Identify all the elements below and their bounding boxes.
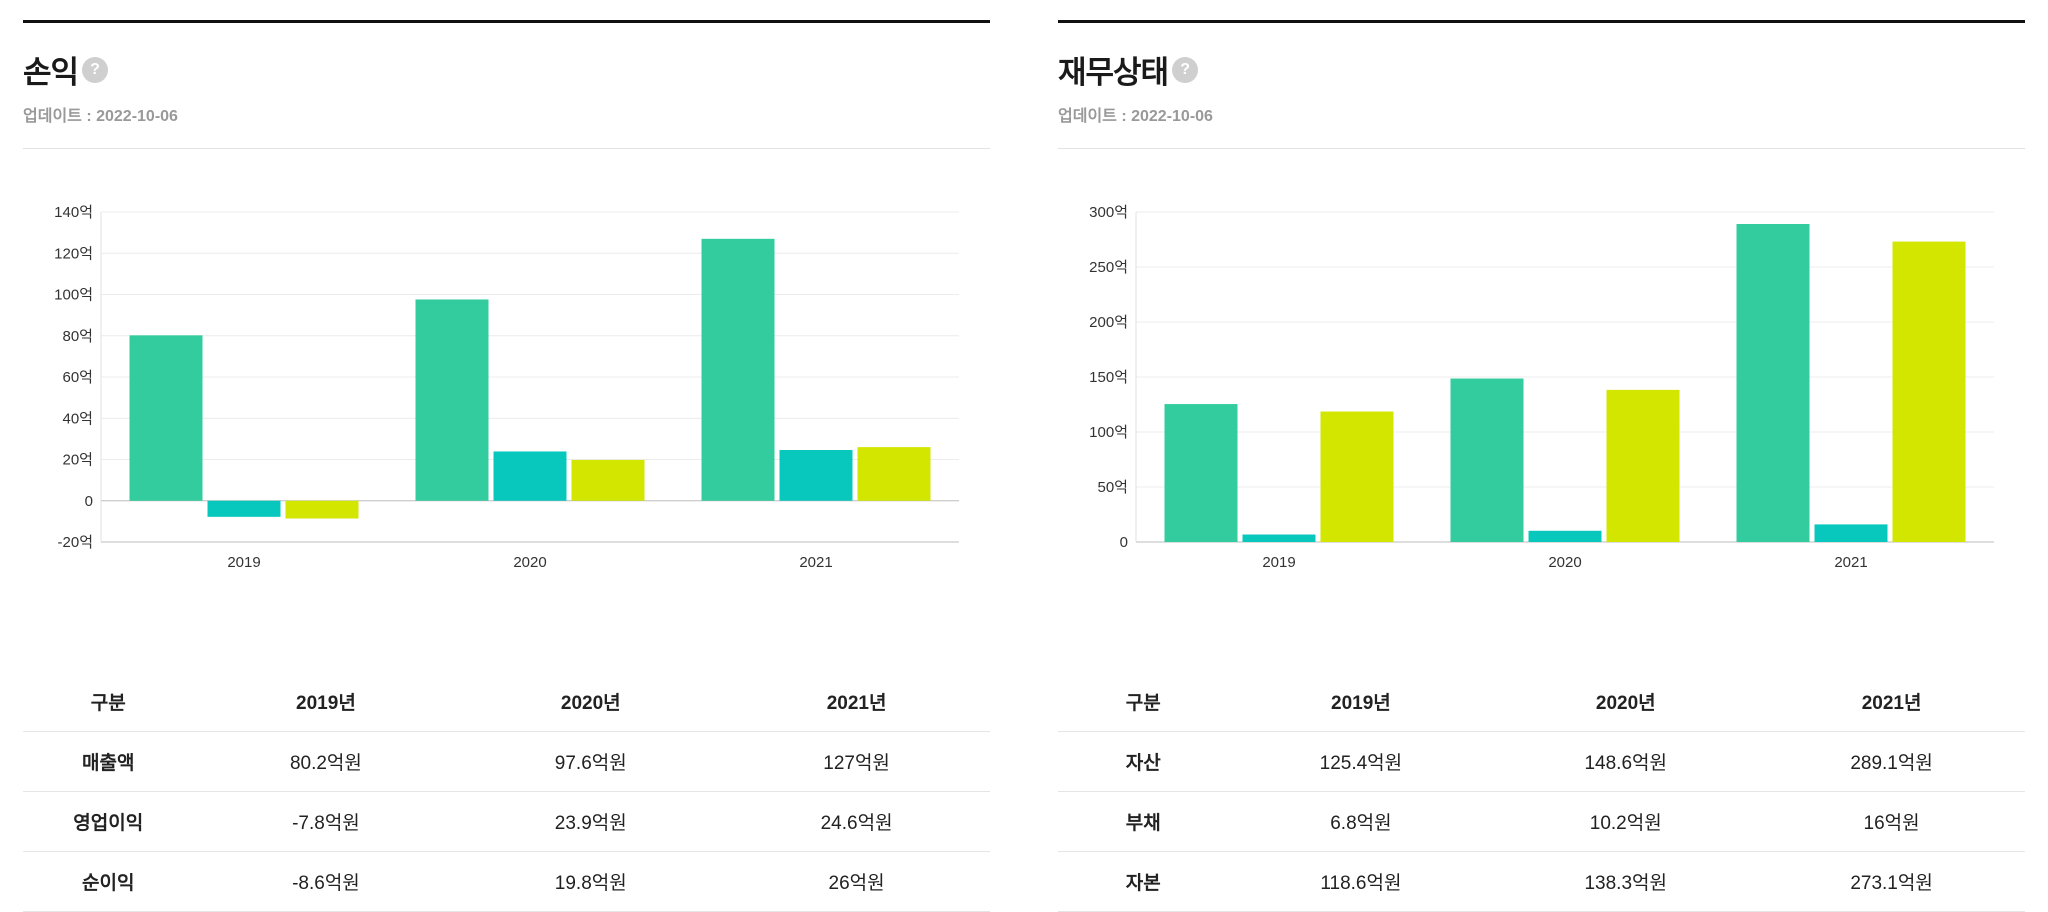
bar xyxy=(415,299,489,501)
header-cell: 2019년 xyxy=(193,672,459,732)
bar xyxy=(285,500,359,519)
table-cell: 23.9억원 xyxy=(458,791,724,852)
x-tick-label: 2020 xyxy=(1548,554,1581,571)
y-tick-label: 140억 xyxy=(54,204,93,221)
table-cell: 138.3억원 xyxy=(1493,851,1759,912)
table-cell: -8.6억원 xyxy=(193,851,459,912)
table-cell: 16억원 xyxy=(1758,791,2025,852)
table-cell: 24.6억원 xyxy=(723,791,990,852)
profit-loss-table: 구분 2019년 2020년 2021년 매출액 80.2억원 97.6억원 1… xyxy=(23,672,990,912)
financial-status-panel: 재무상태 ? 업데이트 : 2022-10-06 0 50억 100억 150억 200… xyxy=(1058,20,2025,912)
table-header-row: 구분 2019년 2020년 2021년 xyxy=(23,672,990,732)
y-tick-label: 100억 xyxy=(1089,424,1128,441)
y-tick-label: 300억 xyxy=(1089,204,1128,221)
table-cell: 6.8억원 xyxy=(1228,791,1494,852)
row-label: 자산 xyxy=(1058,731,1229,792)
bar xyxy=(1528,530,1602,542)
updated-date: 업데이트 : 2022-10-06 xyxy=(1058,108,1213,125)
table-cell: 289.1억원 xyxy=(1758,731,2025,792)
updated-date: 업데이트 : 2022-10-06 xyxy=(23,108,178,125)
y-tick-label: 0 xyxy=(85,493,93,510)
bar xyxy=(779,450,853,501)
row-label: 영업이익 xyxy=(23,791,194,852)
bar xyxy=(857,447,931,501)
table-cell: 10.2억원 xyxy=(1493,791,1759,852)
x-tick-label: 2021 xyxy=(799,554,832,571)
y-tick-label: 50억 xyxy=(1098,479,1129,496)
bar xyxy=(129,335,203,501)
bar xyxy=(207,500,281,517)
bar xyxy=(1892,241,1966,542)
table-cell: 125.4억원 xyxy=(1228,731,1494,792)
profit-loss-chart: -20억 0 20억 40억 60억 80억 100억 120억 140억 2019 2020 202… xyxy=(54,204,959,571)
table-row: 순이익 -8.6억원 19.8억원 26억원 xyxy=(23,851,990,912)
table-cell: 80.2억원 xyxy=(193,731,459,792)
panel-title: 재무상태 xyxy=(1058,54,1169,90)
panel-title: 손익 xyxy=(23,54,79,90)
row-label: 순이익 xyxy=(23,851,194,912)
row-label: 자본 xyxy=(1058,851,1229,912)
table-cell: -7.8억원 xyxy=(193,791,459,852)
help-icon[interactable]: ? xyxy=(82,57,109,83)
x-tick-label: 2019 xyxy=(227,554,260,571)
header-cell: 구분 xyxy=(1058,672,1229,732)
header-cell: 2021년 xyxy=(723,672,990,732)
bar xyxy=(1320,411,1394,542)
table-row: 자본 118.6억원 138.3억원 273.1억원 xyxy=(1058,851,2025,912)
table-row: 영업이익 -7.8억원 23.9억원 24.6억원 xyxy=(23,791,990,852)
bar xyxy=(1242,534,1316,542)
x-tick-label: 2020 xyxy=(513,554,546,571)
y-tick-label: 200억 xyxy=(1089,314,1128,331)
table-row: 부채 6.8억원 10.2억원 16억원 xyxy=(1058,791,2025,852)
y-tick-label: 120억 xyxy=(54,245,93,262)
bar xyxy=(1450,378,1524,542)
header-cell: 구분 xyxy=(23,672,194,732)
divider xyxy=(1058,148,2025,149)
table-cell: 118.6억원 xyxy=(1228,851,1494,912)
bar xyxy=(1814,524,1888,542)
row-label: 부채 xyxy=(1058,791,1229,852)
y-tick-label: 150억 xyxy=(1089,369,1128,386)
table-cell: 19.8억원 xyxy=(458,851,724,912)
row-label: 매출액 xyxy=(23,731,194,792)
x-tick-label: 2019 xyxy=(1262,554,1295,571)
y-tick-label: 0 xyxy=(1120,534,1128,551)
financial-status-table: 구분 2019년 2020년 2021년 자산 125.4억원 148.6억원 … xyxy=(1058,672,2025,912)
y-tick-label: 40억 xyxy=(63,410,94,427)
table-header-row: 구분 2019년 2020년 2021년 xyxy=(1058,672,2025,732)
profit-loss-panel: 손익 ? 업데이트 : 2022-10-06 -20억 0 20억 40억 60억 80억… xyxy=(23,20,990,912)
y-tick-label: -20억 xyxy=(58,534,93,551)
bar xyxy=(571,459,645,501)
y-tick-label: 60억 xyxy=(63,369,94,386)
table-cell: 273.1억원 xyxy=(1758,851,2025,912)
table-cell: 97.6억원 xyxy=(458,731,724,792)
top-divider xyxy=(1058,20,2025,23)
x-tick-label: 2021 xyxy=(1834,554,1867,571)
top-divider xyxy=(23,20,990,23)
financial-status-chart: 0 50억 100억 150억 200억 250억 300억 2019 2020 2021 xyxy=(1089,204,1994,571)
divider xyxy=(23,148,990,149)
table-row: 자산 125.4억원 148.6억원 289.1억원 xyxy=(1058,731,2025,792)
help-icon[interactable]: ? xyxy=(1172,57,1199,83)
table-cell: 127억원 xyxy=(723,731,990,792)
header-cell: 2019년 xyxy=(1228,672,1494,732)
bar xyxy=(701,238,775,501)
y-tick-label: 250억 xyxy=(1089,259,1128,276)
table-cell: 148.6억원 xyxy=(1493,731,1759,792)
header-cell: 2020년 xyxy=(1493,672,1759,732)
bar xyxy=(1606,389,1680,542)
header-cell: 2020년 xyxy=(458,672,724,732)
header-cell: 2021년 xyxy=(1758,672,2025,732)
y-tick-label: 100억 xyxy=(54,287,93,304)
bar xyxy=(1736,223,1810,542)
table-row: 매출액 80.2억원 97.6억원 127억원 xyxy=(23,731,990,792)
y-tick-label: 80억 xyxy=(63,328,94,345)
bar xyxy=(1164,404,1238,542)
y-tick-label: 20억 xyxy=(63,452,94,469)
bar xyxy=(493,451,567,501)
table-cell: 26억원 xyxy=(723,851,990,912)
